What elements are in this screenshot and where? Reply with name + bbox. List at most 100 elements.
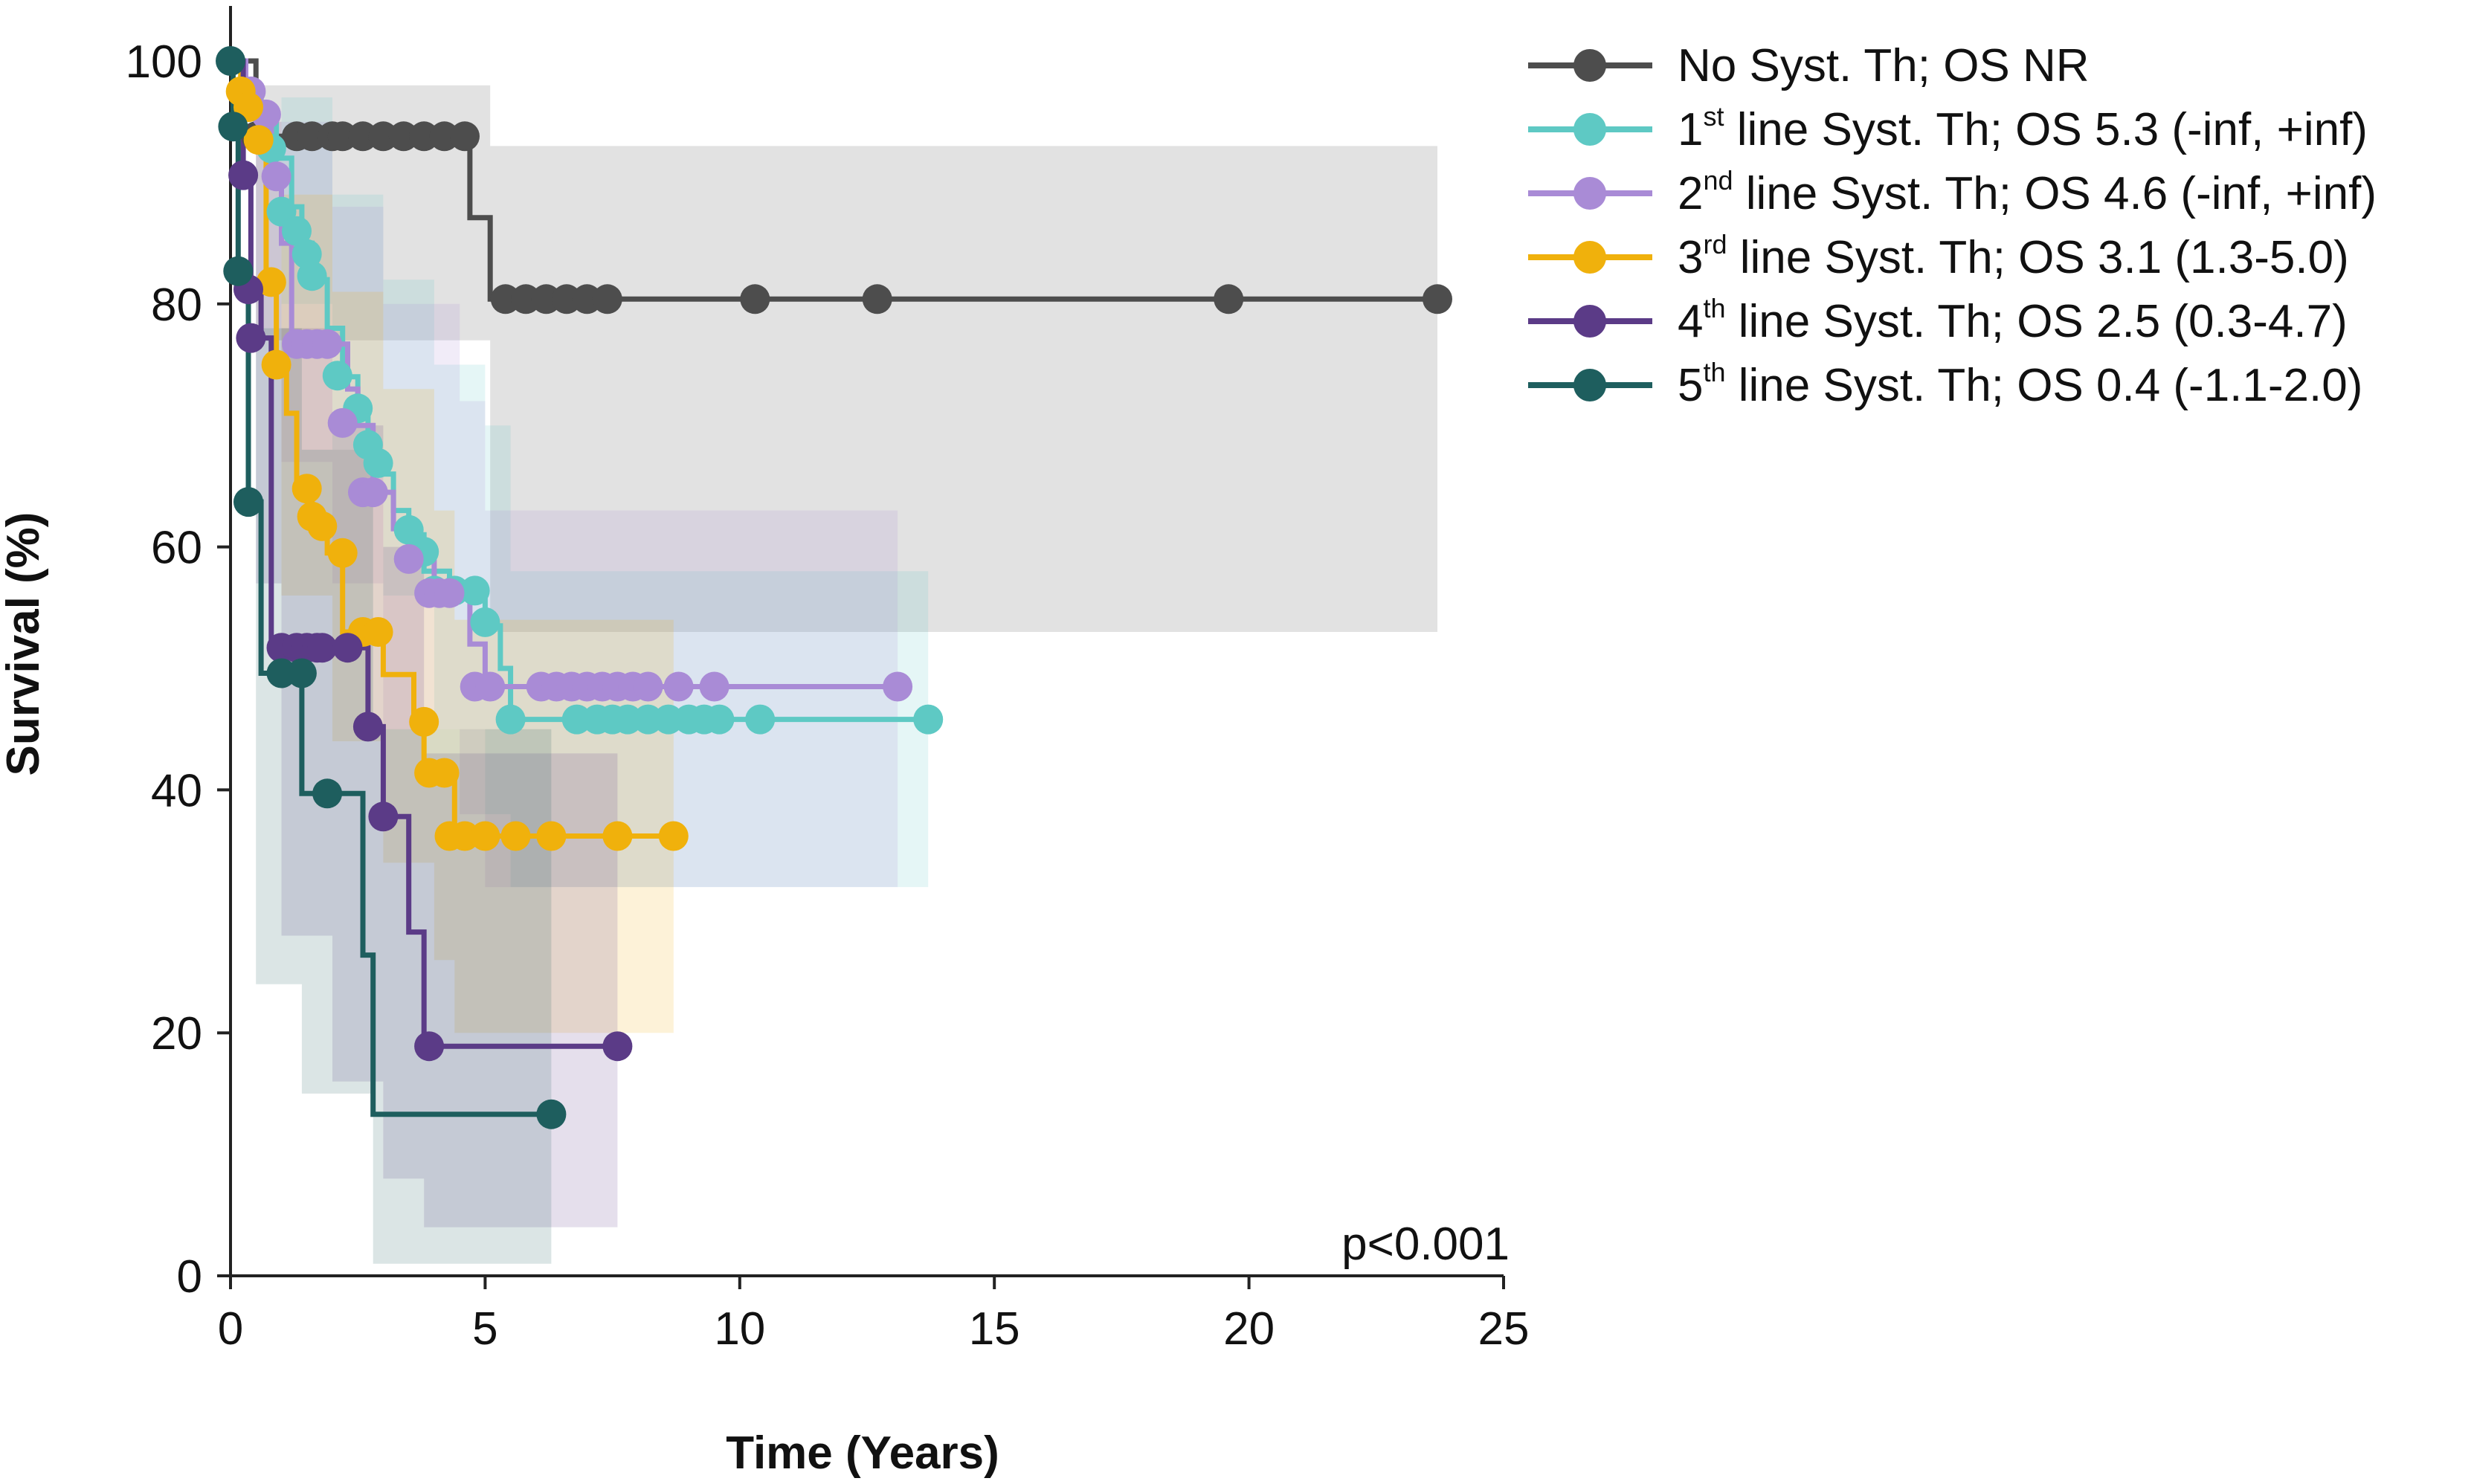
censor-point-3rd-line-syst-th-os-3-1-1-3-5-0 bbox=[409, 706, 439, 737]
censor-point-1st-line-syst-th-os-5-3-inf-inf bbox=[282, 216, 312, 246]
censor-point-no-syst-th-os-nr bbox=[297, 121, 327, 152]
y-tick-label: 80 bbox=[151, 280, 202, 331]
censor-point-2nd-line-syst-th-os-4-6-inf-inf bbox=[312, 329, 343, 359]
x-tick-label: 10 bbox=[714, 1303, 765, 1355]
censor-point-2nd-line-syst-th-os-4-6-inf-inf bbox=[633, 671, 663, 702]
legend-entry-2nd-line-syst-th-os-4-6-inf-inf: 2nd line Syst. Th; OS 4.6 (-inf, +inf) bbox=[1528, 165, 2377, 219]
censor-point-3rd-line-syst-th-os-3-1-1-3-5-0 bbox=[658, 821, 689, 851]
legend-label-prefix: 1 bbox=[1678, 104, 1703, 155]
censor-point-no-syst-th-os-nr bbox=[862, 284, 892, 314]
censor-point-1st-line-syst-th-os-5-3-inf-inf bbox=[297, 261, 327, 291]
y-tick-label: 40 bbox=[151, 765, 202, 816]
legend-label: 5th line Syst. Th; OS 0.4 (-1.1-2.0) bbox=[1678, 357, 2362, 411]
censor-point-3rd-line-syst-th-os-3-1-1-3-5-0 bbox=[602, 821, 633, 851]
censor-point-4th-line-syst-th-os-2-5-0-3-4-7 bbox=[602, 1031, 633, 1062]
censor-point-4th-line-syst-th-os-2-5-0-3-4-7 bbox=[352, 712, 383, 742]
censor-point-4th-line-syst-th-os-2-5-0-3-4-7 bbox=[414, 1031, 445, 1062]
censor-point-4th-line-syst-th-os-2-5-0-3-4-7 bbox=[307, 633, 338, 663]
legend-label-suffix: line Syst. Th; OS 0.4 (-1.1-2.0) bbox=[1726, 360, 2363, 411]
legend-label-suffix: line Syst. Th; OS 2.5 (0.3-4.7) bbox=[1726, 296, 2348, 347]
censor-point-2nd-line-syst-th-os-4-6-inf-inf bbox=[327, 407, 358, 438]
legend-swatch-marker bbox=[1573, 177, 1606, 210]
y-tick-label: 0 bbox=[177, 1251, 202, 1303]
censor-point-no-syst-th-os-nr bbox=[490, 284, 521, 314]
legend-label-prefix: 2 bbox=[1678, 168, 1703, 219]
censor-point-no-syst-th-os-nr bbox=[511, 284, 541, 314]
legend-label-prefix: No Syst. Th; OS NR bbox=[1678, 40, 2090, 91]
censor-point-no-syst-th-os-nr bbox=[368, 121, 399, 152]
censor-point-2nd-line-syst-th-os-4-6-inf-inf bbox=[434, 578, 465, 608]
censor-point-no-syst-th-os-nr bbox=[531, 284, 561, 314]
censor-point-1st-line-syst-th-os-5-3-inf-inf bbox=[495, 704, 526, 735]
censor-point-1st-line-syst-th-os-5-3-inf-inf bbox=[393, 514, 424, 545]
legend: No Syst. Th; OS NR 1st line Syst. Th; OS … bbox=[1528, 40, 2377, 411]
censor-point-no-syst-th-os-nr bbox=[1423, 284, 1452, 314]
legend-entry-no-syst-th-os-nr: No Syst. Th; OS NR bbox=[1528, 40, 2090, 91]
censor-point-5th-line-syst-th-os-0-4-1-1-2-0 bbox=[536, 1099, 567, 1129]
confidence-bands bbox=[231, 61, 1437, 1264]
censor-point-1st-line-syst-th-os-5-3-inf-inf bbox=[322, 361, 352, 391]
legend-swatch-marker bbox=[1573, 113, 1606, 146]
censor-point-1st-line-syst-th-os-5-3-inf-inf bbox=[913, 704, 944, 735]
censor-point-3rd-line-syst-th-os-3-1-1-3-5-0 bbox=[363, 617, 393, 647]
censor-point-2nd-line-syst-th-os-4-6-inf-inf bbox=[883, 671, 913, 702]
legend-label-suffix: line Syst. Th; OS 3.1 (1.3-5.0) bbox=[1727, 232, 2349, 283]
censor-point-3rd-line-syst-th-os-3-1-1-3-5-0 bbox=[307, 511, 338, 541]
ci-band-5th-line-syst-th-os-0-4-1-1-2-0 bbox=[231, 61, 552, 1264]
censor-markers bbox=[216, 46, 1452, 1129]
y-tick-label: 100 bbox=[126, 36, 202, 88]
ci-band-3rd-line-syst-th-os-3-1-1-3-5-0 bbox=[231, 61, 674, 1033]
censor-point-no-syst-th-os-nr bbox=[572, 284, 602, 314]
censor-point-2nd-line-syst-th-os-4-6-inf-inf bbox=[663, 671, 694, 702]
censor-point-no-syst-th-os-nr bbox=[1214, 284, 1244, 314]
censor-point-5th-line-syst-th-os-0-4-1-1-2-0 bbox=[218, 112, 248, 142]
axes bbox=[229, 6, 1504, 1277]
censor-point-3rd-line-syst-th-os-3-1-1-3-5-0 bbox=[470, 821, 500, 851]
censor-point-3rd-line-syst-th-os-3-1-1-3-5-0 bbox=[291, 474, 322, 504]
censor-point-1st-line-syst-th-os-5-3-inf-inf bbox=[470, 607, 500, 637]
legend-swatch-marker bbox=[1573, 241, 1606, 274]
legend-label-prefix: 4 bbox=[1678, 296, 1703, 347]
ci-band-no-syst-th-os-nr bbox=[231, 61, 1437, 632]
legend-label: 4th line Syst. Th; OS 2.5 (0.3-4.7) bbox=[1678, 293, 2348, 347]
legend-swatch-marker bbox=[1573, 49, 1606, 82]
x-axis-title: Time (Years) bbox=[726, 1427, 999, 1479]
censor-point-4th-line-syst-th-os-2-5-0-3-4-7 bbox=[368, 801, 399, 832]
censor-point-3rd-line-syst-th-os-3-1-1-3-5-0 bbox=[256, 267, 286, 297]
censor-point-4th-line-syst-th-os-2-5-0-3-4-7 bbox=[236, 323, 266, 353]
censor-point-3rd-line-syst-th-os-3-1-1-3-5-0 bbox=[450, 821, 480, 851]
legend-swatch-marker bbox=[1573, 369, 1606, 401]
censor-point-5th-line-syst-th-os-0-4-1-1-2-0 bbox=[266, 658, 297, 688]
censor-point-3rd-line-syst-th-os-3-1-1-3-5-0 bbox=[327, 538, 358, 568]
legend-entry-4th-line-syst-th-os-2-5-0-3-4-7: 4th line Syst. Th; OS 2.5 (0.3-4.7) bbox=[1528, 293, 2348, 347]
censor-point-2nd-line-syst-th-os-4-6-inf-inf bbox=[261, 161, 291, 192]
legend-entry-5th-line-syst-th-os-0-4-1-1-2-0: 5th line Syst. Th; OS 0.4 (-1.1-2.0) bbox=[1528, 357, 2362, 411]
legend-label-suffix: line Syst. Th; OS 4.6 (-inf, +inf) bbox=[1733, 168, 2377, 219]
censor-point-2nd-line-syst-th-os-4-6-inf-inf bbox=[358, 477, 388, 508]
legend-label: 1st line Syst. Th; OS 5.3 (-inf, +inf) bbox=[1678, 101, 2368, 155]
censor-point-3rd-line-syst-th-os-3-1-1-3-5-0 bbox=[261, 349, 291, 380]
censor-point-2nd-line-syst-th-os-4-6-inf-inf bbox=[699, 671, 729, 702]
censor-point-no-syst-th-os-nr bbox=[552, 284, 582, 314]
legend-label-superscript: th bbox=[1703, 293, 1725, 323]
x-tick-label: 20 bbox=[1223, 1303, 1275, 1355]
legend-label-prefix: 3 bbox=[1678, 232, 1703, 283]
legend-label: 3rd line Syst. Th; OS 3.1 (1.3-5.0) bbox=[1678, 229, 2349, 283]
legend-label-superscript: rd bbox=[1703, 229, 1727, 259]
censor-point-5th-line-syst-th-os-0-4-1-1-2-0 bbox=[223, 256, 254, 286]
censor-point-2nd-line-syst-th-os-4-6-inf-inf bbox=[393, 543, 424, 574]
censor-point-3rd-line-syst-th-os-3-1-1-3-5-0 bbox=[500, 821, 531, 851]
censor-point-1st-line-syst-th-os-5-3-inf-inf bbox=[745, 704, 776, 735]
censor-point-4th-line-syst-th-os-2-5-0-3-4-7 bbox=[228, 160, 259, 190]
x-tick-label: 15 bbox=[969, 1303, 1020, 1355]
censor-point-3rd-line-syst-th-os-3-1-1-3-5-0 bbox=[536, 821, 567, 851]
censor-point-3rd-line-syst-th-os-3-1-1-3-5-0 bbox=[243, 125, 274, 155]
censor-point-4th-line-syst-th-os-2-5-0-3-4-7 bbox=[332, 633, 363, 663]
x-tick-label: 5 bbox=[472, 1303, 497, 1355]
censor-point-1st-line-syst-th-os-5-3-inf-inf bbox=[460, 575, 490, 606]
ci-band-2nd-line-syst-th-os-4-6-inf-inf bbox=[231, 61, 898, 888]
censor-point-2nd-line-syst-th-os-4-6-inf-inf bbox=[475, 671, 506, 702]
legend-label: 2nd line Syst. Th; OS 4.6 (-inf, +inf) bbox=[1678, 165, 2377, 219]
censor-point-no-syst-th-os-nr bbox=[429, 121, 460, 152]
censor-point-5th-line-syst-th-os-0-4-1-1-2-0 bbox=[216, 46, 245, 76]
